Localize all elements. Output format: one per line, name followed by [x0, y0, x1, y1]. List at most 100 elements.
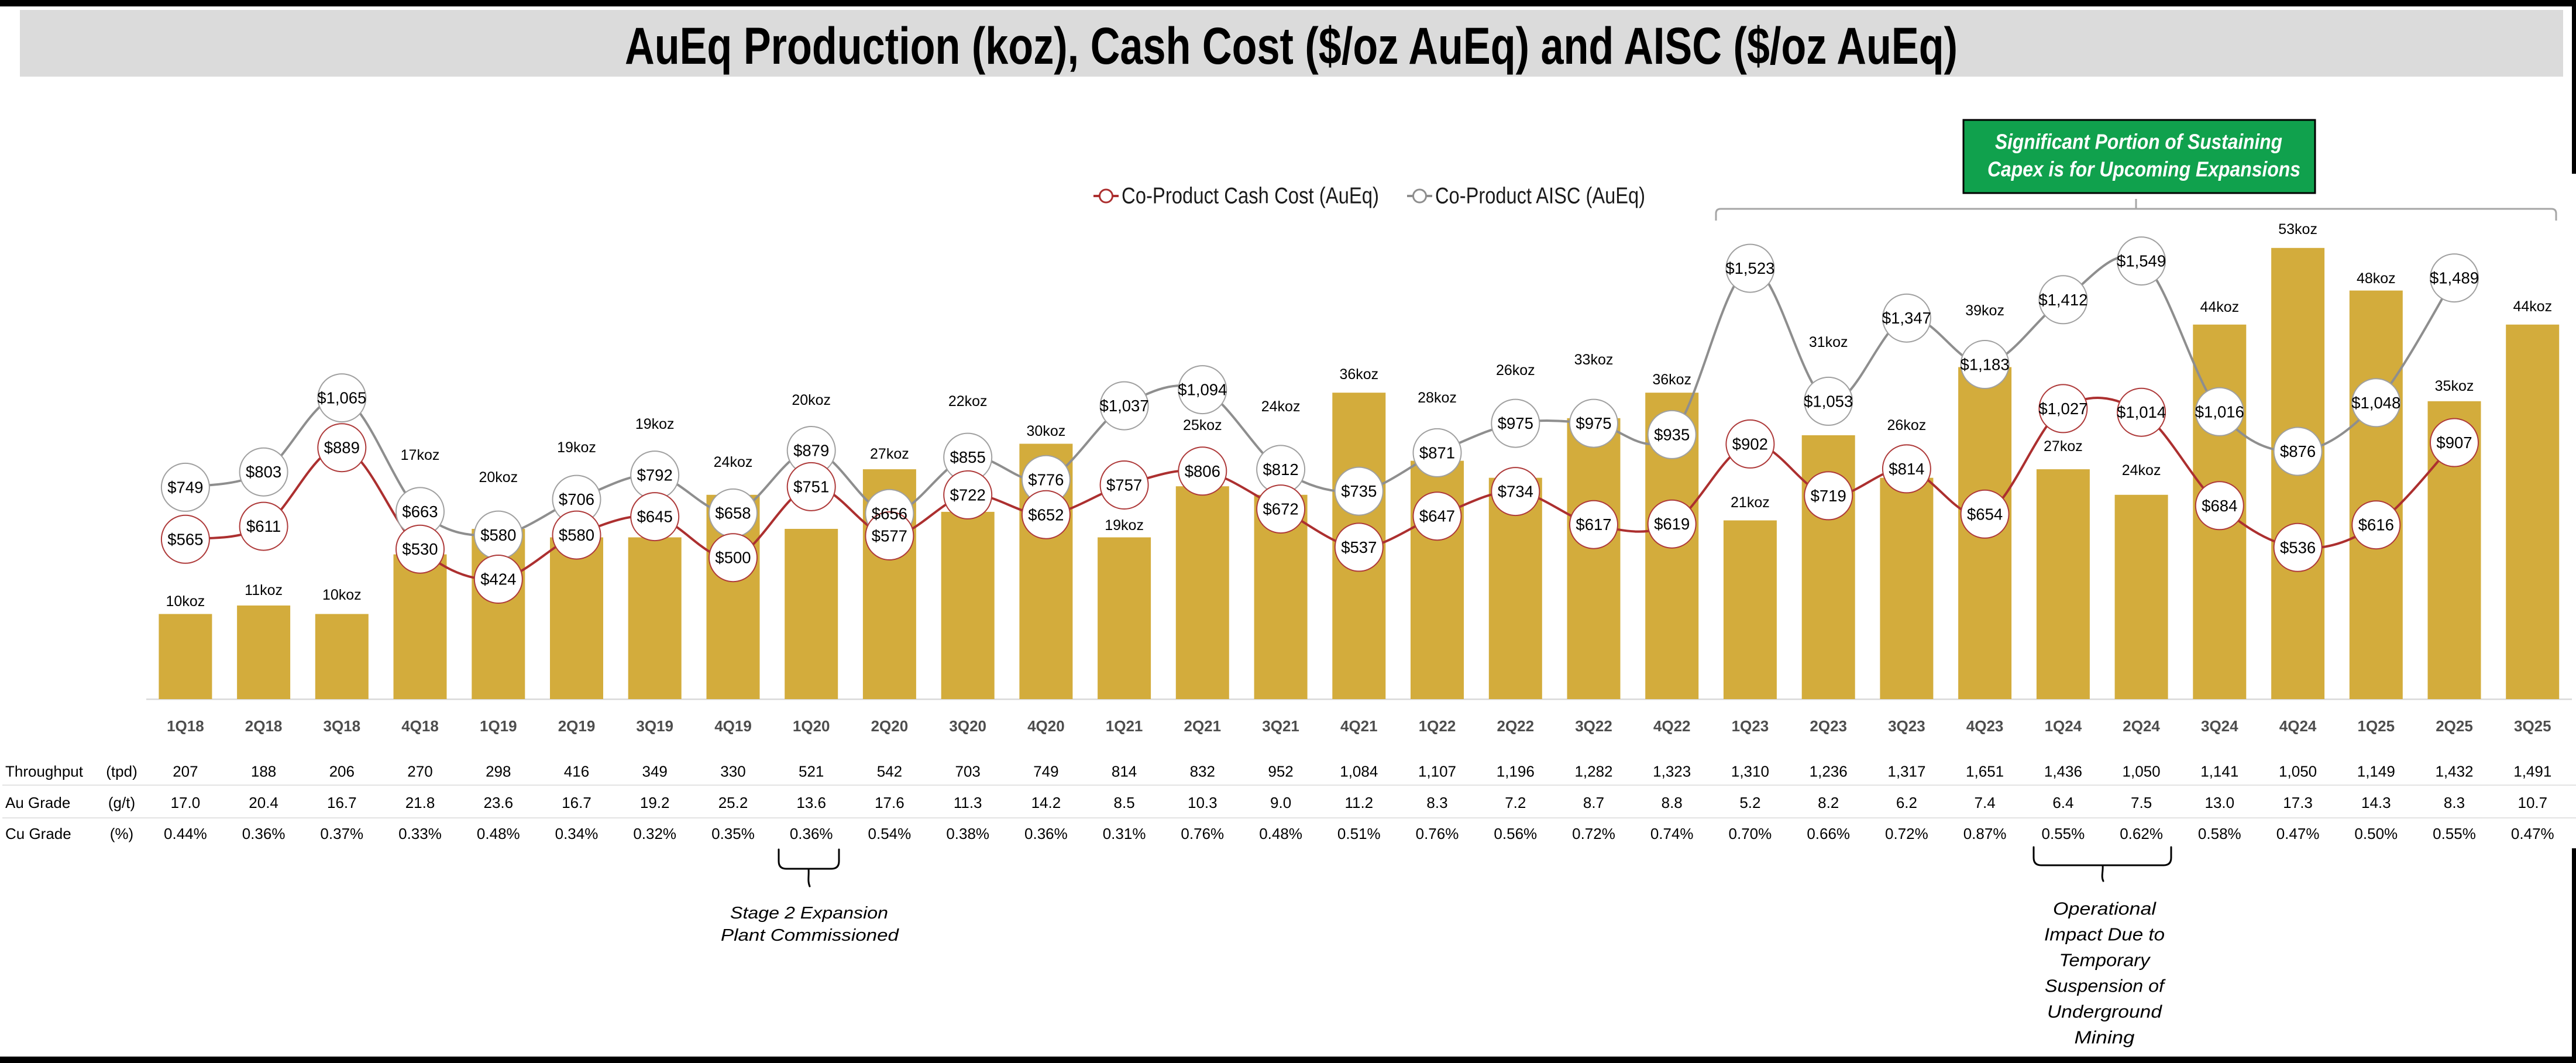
svg-text:4Q20: 4Q20 — [1027, 717, 1065, 735]
svg-text:10.7: 10.7 — [2517, 794, 2547, 811]
svg-text:$814: $814 — [1889, 460, 1924, 478]
svg-text:0.37%: 0.37% — [320, 825, 363, 842]
svg-text:1,317: 1,317 — [1887, 763, 1925, 780]
svg-text:1,236: 1,236 — [1810, 763, 1848, 780]
svg-text:19koz: 19koz — [635, 416, 675, 432]
svg-text:Co-Product AISC (AuEq): Co-Product AISC (AuEq) — [1435, 184, 1645, 209]
svg-text:Temporary: Temporary — [2059, 950, 2152, 971]
svg-text:3Q25: 3Q25 — [2514, 717, 2551, 735]
svg-text:24koz: 24koz — [1261, 398, 1301, 415]
svg-text:11koz: 11koz — [245, 582, 283, 598]
svg-text:$757: $757 — [1106, 476, 1142, 494]
svg-text:$1,412: $1,412 — [2038, 291, 2087, 309]
svg-text:27koz: 27koz — [2044, 438, 2083, 455]
svg-text:8.7: 8.7 — [1583, 794, 1604, 811]
svg-text:3Q22: 3Q22 — [1575, 717, 1612, 735]
svg-text:0.51%: 0.51% — [1337, 825, 1381, 842]
svg-text:1,050: 1,050 — [2279, 763, 2317, 780]
svg-text:17.3: 17.3 — [2283, 794, 2313, 811]
svg-text:0.62%: 0.62% — [2120, 825, 2163, 842]
svg-text:1,436: 1,436 — [2044, 763, 2082, 780]
svg-text:207: 207 — [173, 763, 198, 780]
svg-text:416: 416 — [564, 763, 589, 780]
svg-text:4Q24: 4Q24 — [2279, 717, 2317, 735]
svg-text:$1,065: $1,065 — [317, 389, 366, 407]
svg-text:16.7: 16.7 — [327, 794, 357, 811]
svg-text:0.56%: 0.56% — [1494, 825, 1537, 842]
svg-text:1,310: 1,310 — [1731, 763, 1769, 780]
svg-text:1Q24: 1Q24 — [2045, 717, 2082, 735]
svg-text:36koz: 36koz — [1652, 371, 1691, 388]
svg-text:7.2: 7.2 — [1505, 794, 1526, 811]
svg-text:33koz: 33koz — [1574, 352, 1614, 368]
svg-text:23.6: 23.6 — [483, 794, 513, 811]
svg-text:2Q18: 2Q18 — [245, 717, 283, 735]
svg-text:27koz: 27koz — [870, 446, 909, 462]
svg-text:0.87%: 0.87% — [1963, 825, 2007, 842]
svg-text:$1,347: $1,347 — [1882, 309, 1931, 327]
svg-text:0.72%: 0.72% — [1885, 825, 1928, 842]
svg-text:1,084: 1,084 — [1340, 763, 1378, 780]
svg-text:$879: $879 — [793, 442, 829, 460]
svg-text:Stage 2 Expansion: Stage 2 Expansion — [730, 904, 888, 923]
svg-text:8.3: 8.3 — [2444, 794, 2465, 811]
svg-text:4Q23: 4Q23 — [1966, 717, 2004, 735]
svg-text:$611: $611 — [246, 517, 281, 535]
svg-text:3Q19: 3Q19 — [636, 717, 673, 735]
svg-text:270: 270 — [407, 763, 432, 780]
svg-text:$619: $619 — [1654, 515, 1690, 533]
svg-text:$907: $907 — [2436, 434, 2472, 452]
svg-text:17koz: 17koz — [401, 447, 440, 463]
svg-text:$1,053: $1,053 — [1804, 392, 1853, 410]
svg-text:$530: $530 — [402, 540, 438, 558]
svg-text:16.7: 16.7 — [562, 794, 591, 811]
svg-text:(g/t): (g/t) — [108, 794, 135, 811]
svg-text:31koz: 31koz — [1809, 334, 1848, 350]
svg-text:542: 542 — [877, 763, 902, 780]
svg-text:0.58%: 0.58% — [2198, 825, 2241, 842]
svg-text:7.4: 7.4 — [1975, 794, 1996, 811]
svg-text:0.50%: 0.50% — [2354, 825, 2398, 842]
svg-text:$803: $803 — [246, 463, 281, 481]
svg-text:814: 814 — [1112, 763, 1137, 780]
svg-text:0.33%: 0.33% — [398, 825, 442, 842]
svg-text:35koz: 35koz — [2435, 378, 2474, 394]
svg-text:$658: $658 — [715, 504, 751, 522]
svg-text:Suspension of: Suspension of — [2045, 976, 2166, 996]
svg-text:5.2: 5.2 — [1739, 794, 1760, 811]
svg-text:1Q25: 1Q25 — [2357, 717, 2395, 735]
svg-text:14.2: 14.2 — [1031, 794, 1061, 811]
svg-text:8.3: 8.3 — [1426, 794, 1447, 811]
svg-text:$424: $424 — [480, 570, 516, 589]
svg-text:0.54%: 0.54% — [868, 825, 912, 842]
svg-text:$902: $902 — [1732, 435, 1768, 453]
svg-text:13.6: 13.6 — [796, 794, 826, 811]
svg-text:1Q18: 1Q18 — [167, 717, 204, 735]
svg-text:(tpd): (tpd) — [106, 763, 137, 780]
svg-text:14.3: 14.3 — [2361, 794, 2391, 811]
svg-text:$656: $656 — [872, 504, 907, 522]
svg-text:1Q22: 1Q22 — [1419, 717, 1456, 735]
svg-text:26koz: 26koz — [1887, 417, 1927, 434]
svg-text:$672: $672 — [1263, 500, 1299, 518]
svg-text:Operational: Operational — [2053, 899, 2157, 919]
svg-text:$654: $654 — [1967, 505, 2003, 523]
svg-text:Cu Grade: Cu Grade — [5, 825, 71, 842]
svg-text:$1,183: $1,183 — [1961, 356, 2010, 374]
svg-text:188: 188 — [251, 763, 276, 780]
svg-text:1,323: 1,323 — [1653, 763, 1691, 780]
svg-text:9.0: 9.0 — [1270, 794, 1291, 811]
svg-text:11.3: 11.3 — [954, 794, 982, 811]
svg-text:$855: $855 — [950, 448, 986, 466]
svg-text:$1,523: $1,523 — [1725, 259, 1774, 277]
svg-text:AuEq Production (koz), Cash Co: AuEq Production (koz), Cash Cost ($/oz A… — [625, 16, 1958, 75]
svg-text:44koz: 44koz — [2200, 299, 2239, 315]
svg-text:48koz: 48koz — [2357, 270, 2396, 287]
svg-text:(%): (%) — [110, 825, 133, 842]
svg-text:$734: $734 — [1498, 483, 1533, 501]
svg-text:3Q21: 3Q21 — [1262, 717, 1299, 735]
svg-text:0.31%: 0.31% — [1103, 825, 1146, 842]
svg-text:$1,037: $1,037 — [1100, 397, 1149, 415]
svg-text:Throughput: Throughput — [5, 763, 84, 780]
svg-text:749: 749 — [1033, 763, 1058, 780]
